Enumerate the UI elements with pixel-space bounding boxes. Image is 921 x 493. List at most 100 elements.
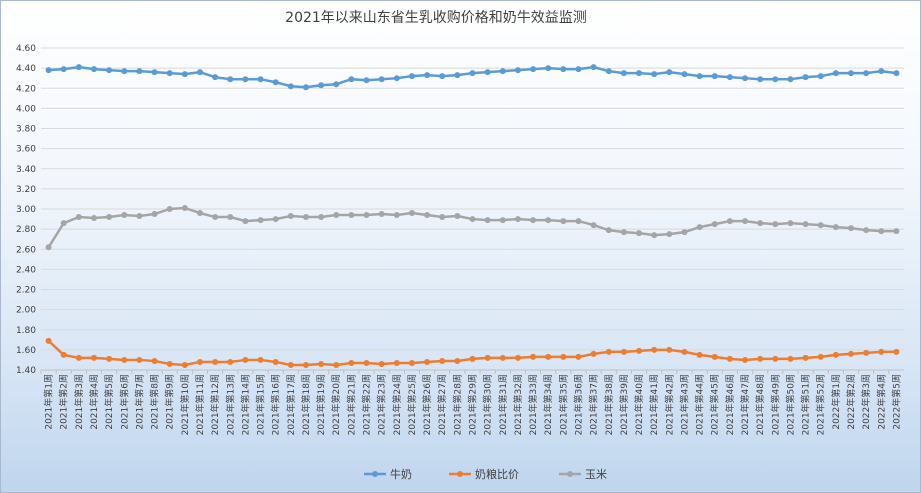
y-tick-label: 1.60 [16, 346, 36, 356]
data-point [106, 214, 113, 221]
data-point [893, 228, 900, 235]
x-tick-label: 2021年第46周 [724, 374, 736, 435]
data-point [878, 348, 885, 355]
data-point [121, 356, 128, 363]
data-point [530, 66, 537, 73]
data-point [802, 74, 809, 81]
data-point [817, 222, 824, 229]
data-point [90, 66, 97, 73]
data-point [363, 212, 370, 219]
data-point [196, 69, 203, 76]
data-point [166, 70, 173, 77]
data-point [227, 358, 234, 365]
x-tick-label: 2021年第50周 [784, 374, 796, 435]
data-point [318, 360, 325, 367]
data-point [681, 229, 688, 236]
data-point [620, 229, 627, 236]
legend-marker [457, 471, 463, 477]
x-tick-label: 2021年第15周 [255, 374, 267, 435]
data-point [242, 218, 249, 225]
y-tick-label: 3.80 [16, 125, 36, 135]
data-point [560, 66, 567, 73]
x-tick-label: 2021年第37周 [588, 374, 600, 435]
x-tick-label: 2021年第20周 [330, 374, 342, 435]
series-line [48, 65, 897, 89]
x-tick-label: 2021年第5周 [103, 374, 115, 430]
y-tick-label: 2.00 [16, 306, 36, 316]
data-point [106, 67, 113, 74]
y-tick-label: 3.60 [16, 145, 36, 155]
data-point [151, 211, 158, 218]
data-point [287, 213, 294, 220]
x-tick-label: 2021年第41周 [648, 374, 660, 435]
data-point [424, 72, 431, 79]
y-tick-label: 1.40 [16, 366, 36, 376]
data-point [863, 70, 870, 77]
x-tick-label: 2021年第17周 [285, 374, 297, 435]
y-tick-label: 3.20 [16, 185, 36, 195]
x-tick-label: 2021年第6周 [118, 374, 130, 430]
x-tick-label: 2021年第31周 [497, 374, 509, 435]
x-tick-label: 2021年第28周 [451, 374, 463, 435]
x-tick-label: 2021年第51周 [800, 374, 812, 435]
data-point [272, 358, 279, 365]
data-point [424, 358, 431, 365]
x-tick-label: 2021年第47周 [739, 374, 751, 435]
data-point [45, 67, 52, 74]
x-tick-label: 2021年第16周 [270, 374, 282, 435]
data-point [772, 76, 779, 83]
x-tick-label: 2021年第45周 [709, 374, 721, 435]
data-point [590, 350, 597, 357]
x-tick-label: 2021年第7周 [133, 374, 145, 430]
data-point [742, 218, 749, 225]
data-point [302, 214, 309, 221]
data-point [348, 359, 355, 366]
data-point [726, 74, 733, 81]
data-point [757, 76, 764, 83]
data-point [514, 216, 521, 223]
data-point [60, 66, 67, 73]
data-point [454, 357, 461, 364]
x-tick-label: 2022年第4周 [875, 374, 887, 430]
data-point [151, 69, 158, 76]
x-tick-label: 2021年第12周 [209, 374, 221, 435]
data-point [530, 353, 537, 360]
data-point [832, 351, 839, 358]
data-point [696, 351, 703, 358]
data-point [333, 212, 340, 219]
data-point [575, 218, 582, 225]
data-point [393, 212, 400, 219]
data-point [620, 70, 627, 77]
data-point [257, 217, 264, 224]
data-point [878, 68, 885, 75]
x-tick-label: 2021年第44周 [694, 374, 706, 435]
data-point [212, 358, 219, 365]
data-point [439, 357, 446, 364]
data-point [106, 355, 113, 362]
data-point [787, 220, 794, 227]
data-point [45, 337, 52, 344]
data-point [439, 73, 446, 80]
x-tick-label: 2022年第2周 [845, 374, 857, 430]
data-point [666, 69, 673, 76]
data-point [363, 359, 370, 366]
data-point [75, 64, 82, 71]
data-point [560, 353, 567, 360]
data-point [227, 76, 234, 83]
y-tick-label: 4.40 [16, 64, 36, 74]
data-point [318, 214, 325, 221]
data-point [878, 228, 885, 235]
data-point [726, 355, 733, 362]
data-point [575, 66, 582, 73]
data-point [499, 68, 506, 75]
data-point [166, 360, 173, 367]
data-point [863, 349, 870, 356]
data-point [499, 354, 506, 361]
data-point [136, 68, 143, 75]
data-point [393, 359, 400, 366]
data-point [863, 227, 870, 234]
data-point [605, 227, 612, 234]
data-point [378, 211, 385, 218]
data-point [514, 354, 521, 361]
